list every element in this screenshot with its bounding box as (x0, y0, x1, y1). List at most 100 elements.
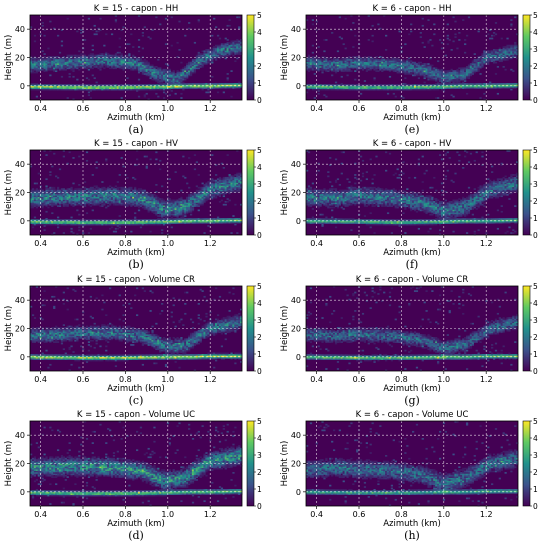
heatmap-cell (164, 43, 168, 46)
heatmap-cell (464, 39, 467, 41)
heatmap-cell (132, 54, 135, 57)
heatmap-cell (230, 47, 233, 50)
heatmap-cell (97, 63, 100, 65)
heatmap-cell (465, 92, 469, 95)
heatmap-cell (107, 61, 110, 64)
heatmap-cell (226, 73, 229, 75)
heatmap-cell (157, 80, 160, 82)
heatmap-cell (348, 66, 351, 68)
heatmap-cell (114, 67, 118, 70)
heatmap-cell (205, 49, 208, 51)
heatmap-cell (359, 92, 363, 95)
heatmap-cell (155, 87, 158, 89)
heatmap-cell (49, 56, 52, 58)
heatmap-cell (419, 64, 422, 67)
heatmap-cell (143, 70, 146, 72)
heatmap-cell (313, 97, 316, 99)
heatmap-cell (205, 60, 208, 63)
colorbar-tick-label: 2 (257, 62, 262, 71)
heatmap-cell (203, 54, 206, 57)
heatmap-cell (332, 87, 336, 89)
heatmap-cell (218, 84, 222, 87)
heatmap-cell (97, 57, 100, 60)
heatmap-cell (157, 84, 160, 87)
heatmap-cell (76, 66, 79, 68)
heatmap-cell (128, 58, 131, 61)
heatmap-cell (114, 64, 118, 67)
heatmap-cell (141, 88, 145, 91)
heatmap-cell (313, 56, 316, 58)
heatmap-cell (344, 57, 347, 60)
heatmap-cell (514, 16, 517, 19)
heatmap-cell (421, 17, 424, 20)
heatmap-cell (80, 63, 83, 65)
heatmap-cell (118, 215, 121, 217)
heatmap-cell (205, 87, 208, 89)
heatmap-cell (47, 60, 50, 63)
heatmap-cell (226, 24, 229, 27)
heatmap-cell (354, 61, 357, 64)
heatmap-cell (31, 66, 35, 68)
heatmap-cell (130, 61, 133, 64)
heatmap-cell (74, 88, 77, 91)
heatmap-cell (331, 60, 334, 63)
heatmap-cell (76, 30, 79, 33)
heatmap-cell (319, 88, 322, 91)
heatmap-cell (87, 94, 91, 97)
heatmap-cell (306, 60, 309, 63)
heatmap-cell (201, 84, 204, 87)
heatmap-cell (492, 49, 496, 51)
heatmap-cell (43, 67, 46, 70)
heatmap-cell (236, 46, 239, 48)
heatmap-cell (176, 83, 179, 85)
heatmap-cell (238, 87, 241, 89)
heatmap-cell (373, 68, 376, 71)
heatmap-cell (139, 70, 143, 72)
heatmap-cell (323, 67, 326, 70)
heatmap-cell (162, 97, 166, 99)
heatmap-cell (373, 66, 376, 68)
heatmap-cell (186, 75, 189, 78)
heatmap-cell (99, 17, 102, 20)
heatmap-cell (238, 40, 241, 43)
heatmap-cell (348, 84, 351, 87)
y-tick-label: 20 (15, 54, 25, 63)
heatmap-cell (99, 188, 102, 190)
heatmap-cell (464, 83, 467, 85)
heatmap-cell (189, 218, 193, 220)
heatmap-cell (124, 84, 127, 87)
heatmap-cell (68, 67, 71, 70)
heatmap-cell (37, 57, 40, 60)
heatmap-cell (354, 66, 357, 68)
heatmap-cell (446, 70, 449, 72)
heatmap-cell (238, 47, 241, 50)
heatmap-cell (234, 40, 237, 43)
heatmap-cell (137, 85, 141, 88)
heatmap-cell (317, 46, 320, 48)
heatmap-cell (120, 53, 123, 55)
heatmap-cell (435, 83, 438, 85)
heatmap-cell (31, 58, 35, 61)
heatmap-cell (180, 71, 183, 74)
heatmap-cell (157, 77, 160, 80)
heatmap-cell (342, 87, 345, 89)
heatmap-cell (377, 84, 380, 87)
heatmap-cell (143, 95, 146, 98)
heatmap-cell (359, 84, 363, 87)
heatmap-cell (64, 60, 67, 63)
heatmap-cell (68, 60, 71, 63)
heatmap-cell (30, 66, 33, 68)
heatmap-cell (89, 90, 92, 92)
heatmap-cell (172, 70, 175, 72)
heatmap-cell (336, 61, 340, 64)
heatmap-cell (49, 88, 52, 91)
heatmap-cell (55, 189, 58, 192)
heatmap-cell (216, 84, 220, 87)
heatmap-cell (189, 87, 193, 89)
heatmap-cell (193, 58, 197, 61)
heatmap-cell (342, 84, 345, 87)
heatmap-cell (101, 181, 104, 183)
heatmap-cell (168, 218, 171, 220)
heatmap-cell (331, 87, 334, 89)
heatmap-cell (238, 84, 241, 87)
